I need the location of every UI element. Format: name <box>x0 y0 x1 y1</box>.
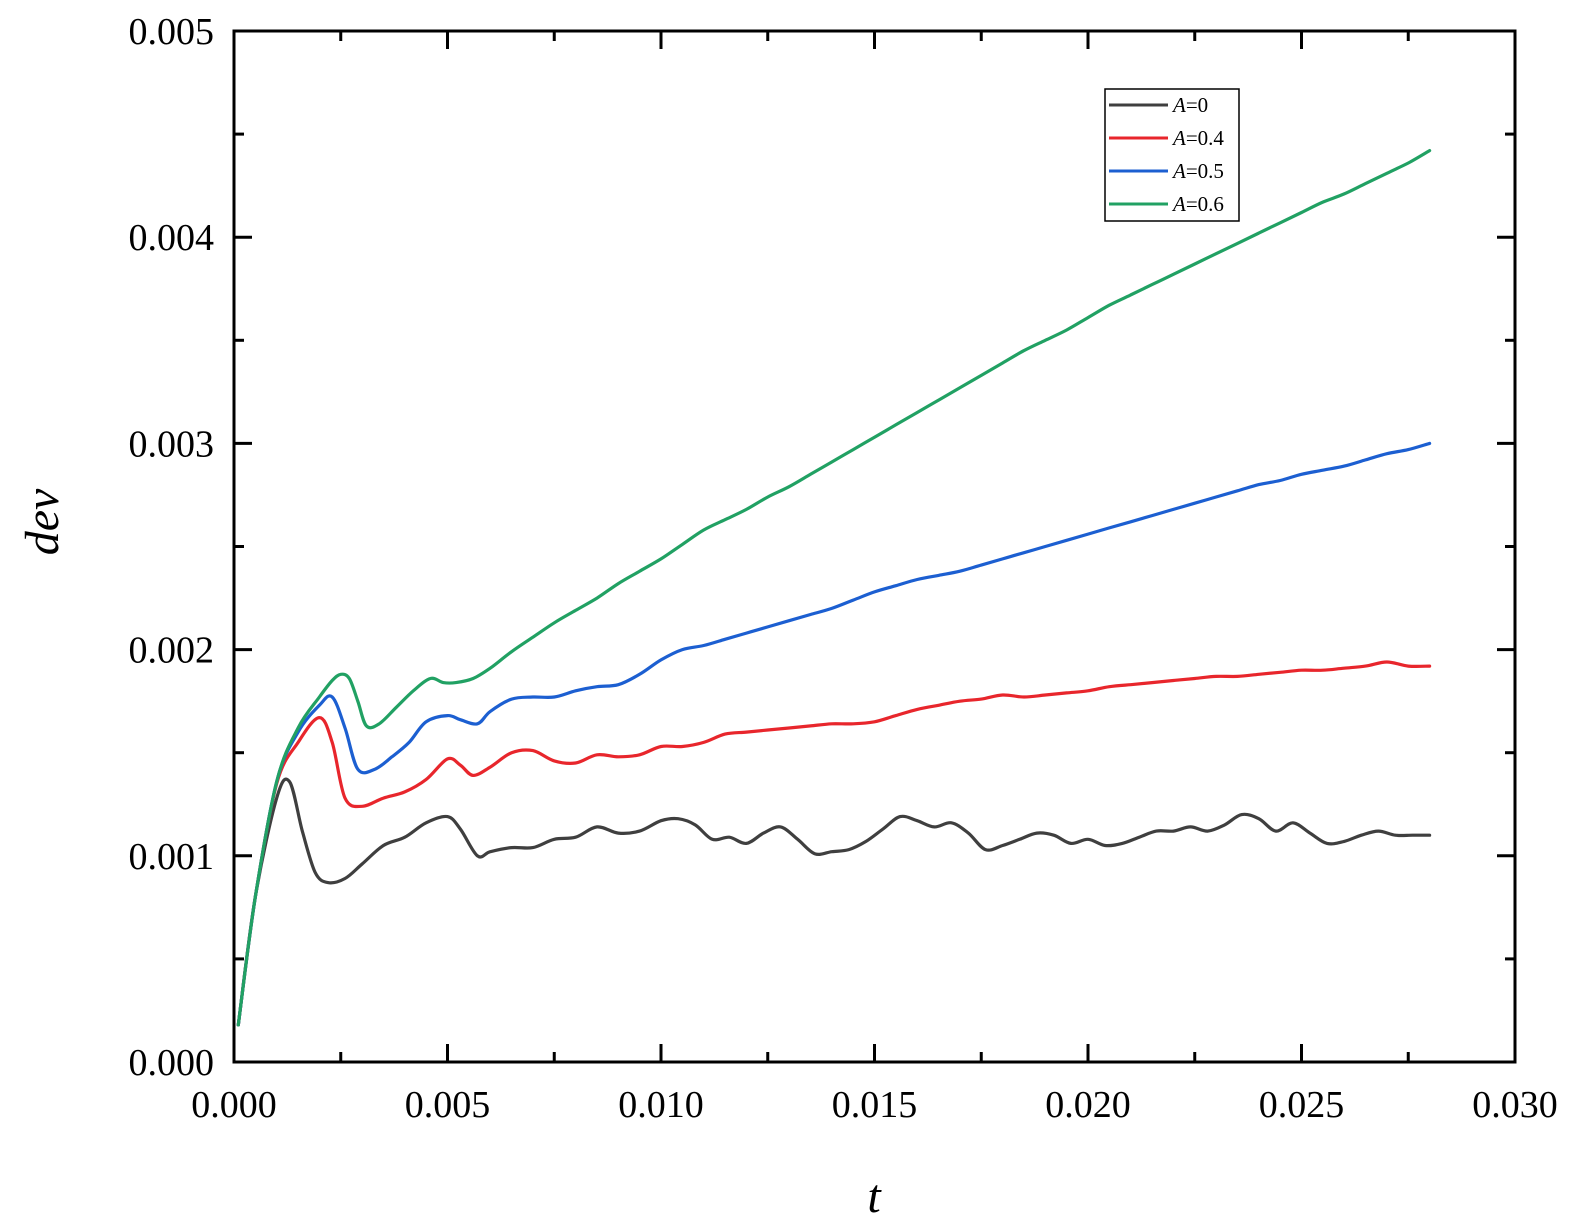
x-tick-label: 0.015 <box>832 1084 918 1126</box>
plot-frame <box>232 29 1517 1064</box>
legend-label-1: A=0.4 <box>1171 126 1224 150</box>
legend-label-value: =0 <box>1186 93 1208 117</box>
y-tick-label: 0.002 <box>129 630 215 672</box>
series-line-3 <box>236 149 1432 1027</box>
series-line-2 <box>236 441 1432 1027</box>
y-tick-labels: 0.000 0.001 0.002 0.003 0.004 0.005 <box>129 11 215 1084</box>
legend-label-0: A=0 <box>1171 93 1208 117</box>
y-axis-title: dev <box>16 488 69 555</box>
x-tick-label: 0.010 <box>618 1084 704 1126</box>
legend-label-var: A <box>1171 93 1186 117</box>
legend-label-var: A <box>1171 192 1186 216</box>
series-lines <box>236 149 1432 1027</box>
legend: A=0A=0.4A=0.5A=0.6 <box>1104 88 1240 222</box>
legend-label-value: =0.4 <box>1186 126 1225 150</box>
x-tick-label: 0.005 <box>405 1084 491 1126</box>
axis-ticks <box>232 29 1517 1064</box>
x-axis-title: t <box>867 1170 882 1223</box>
x-tick-labels: 0.000 0.005 0.010 0.015 0.020 0.025 0.030 <box>191 1084 1558 1126</box>
legend-label-value: =0.6 <box>1186 192 1224 216</box>
series-line-0 <box>236 777 1432 1027</box>
y-tick-label: 0.000 <box>129 1042 215 1084</box>
legend-label-3: A=0.6 <box>1171 192 1224 216</box>
legend-label-var: A <box>1171 159 1186 183</box>
x-tick-label: 0.000 <box>191 1084 277 1126</box>
y-tick-label: 0.001 <box>129 836 215 878</box>
x-tick-label: 0.020 <box>1045 1084 1131 1126</box>
y-tick-label: 0.004 <box>129 217 215 259</box>
series-line-1 <box>236 660 1432 1027</box>
legend-label-2: A=0.5 <box>1171 159 1224 183</box>
x-tick-label: 0.025 <box>1259 1084 1345 1126</box>
x-tick-label: 0.030 <box>1472 1084 1558 1126</box>
legend-label-value: =0.5 <box>1186 159 1224 183</box>
y-tick-label: 0.005 <box>129 11 215 53</box>
legend-box <box>1104 88 1240 222</box>
legend-label-var: A <box>1171 126 1186 150</box>
y-tick-label: 0.003 <box>129 423 215 465</box>
